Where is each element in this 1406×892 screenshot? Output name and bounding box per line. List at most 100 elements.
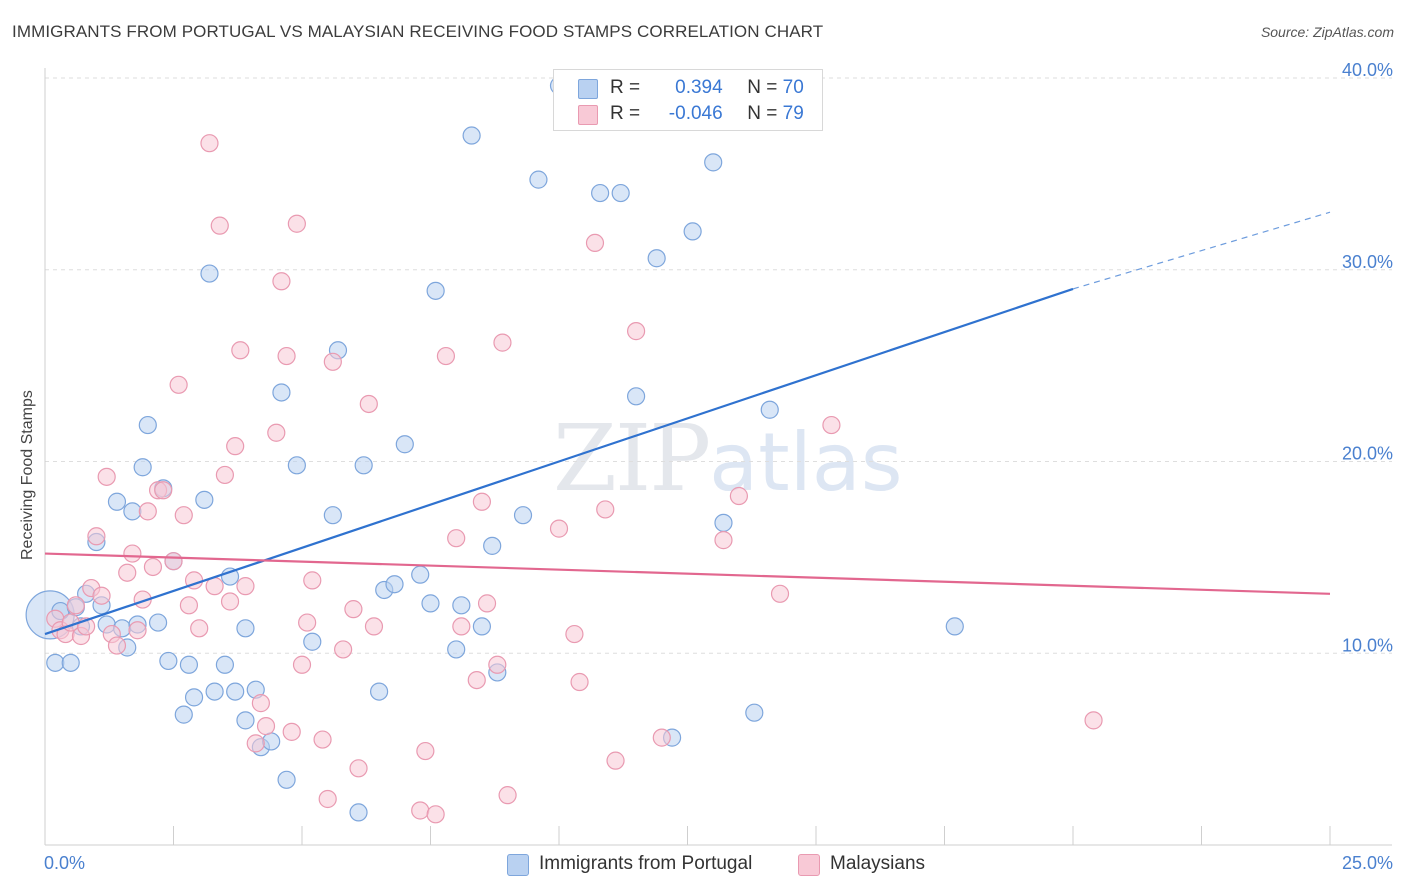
- portugal-point: [421, 594, 440, 613]
- malaysian-point: [231, 341, 250, 360]
- bottom-legend-swatch-portugal: [507, 854, 529, 876]
- malaysian-point: [87, 527, 106, 546]
- malaysian-point: [364, 617, 384, 636]
- portugal-point: [611, 183, 630, 203]
- portugal-point: [205, 682, 224, 701]
- portugal-point: [591, 183, 610, 203]
- malaysian-point: [128, 621, 147, 640]
- malaysian-point: [226, 437, 245, 456]
- portugal-point: [472, 617, 491, 636]
- legend-n-label: N =: [747, 77, 778, 98]
- portugal-point: [349, 803, 368, 822]
- portugal-point: [529, 170, 548, 189]
- bottom-legend-label-portugal: Immigrants from Portugal: [539, 853, 753, 874]
- trend-line-malaysians: [44, 552, 1331, 595]
- malaysian-point: [626, 322, 646, 341]
- malaysian-point: [267, 423, 286, 442]
- malaysian-point: [493, 333, 512, 352]
- malaysian-point: [565, 624, 584, 644]
- portugal-point: [303, 632, 322, 651]
- y-tick-label: 40.0%: [1342, 60, 1393, 80]
- malaysian-point: [246, 734, 265, 753]
- correlation-legend: R = 0.394 N = 70 R = -0.046 N = 79: [553, 69, 823, 131]
- portugal-point: [123, 502, 142, 521]
- portugal-point: [179, 655, 199, 674]
- malaysian-point: [298, 613, 317, 632]
- legend-r-label: R =: [610, 103, 641, 124]
- portugal-point: [159, 651, 178, 671]
- portugal-point: [195, 490, 214, 509]
- portugal-point: [215, 655, 234, 674]
- y-axis-label: Receiving Food Stamps: [19, 390, 36, 560]
- portugal-point: [745, 703, 764, 722]
- malaysian-point: [1084, 711, 1103, 730]
- malaysian-point: [277, 346, 296, 366]
- portugal-point: [236, 711, 255, 730]
- trend-layer: [44, 211, 1331, 636]
- portugal-point: [483, 536, 502, 555]
- x-tick-label: 0.0%: [44, 853, 85, 873]
- portugal-point: [354, 456, 373, 475]
- portugal-point: [133, 458, 152, 477]
- portugal-point: [647, 249, 666, 268]
- malaysian-point: [287, 214, 306, 233]
- malaysian-point: [498, 786, 517, 805]
- malaysian-point: [596, 500, 615, 519]
- malaysian-point: [822, 415, 841, 435]
- bottom-legend-swatch-malaysians: [798, 854, 820, 876]
- portugal-point: [107, 492, 127, 511]
- y-tick-label: 20.0%: [1342, 444, 1393, 464]
- malaysian-point: [97, 467, 116, 486]
- portugal-point: [452, 596, 471, 615]
- malaysian-point: [313, 730, 332, 749]
- series-portugal-points: [25, 76, 964, 822]
- bottom-legend-label-malaysians: Malaysians: [830, 853, 926, 874]
- malaysian-point: [256, 717, 276, 736]
- portugal-point: [462, 126, 481, 145]
- watermark-zip: ZIP: [553, 405, 711, 512]
- malaysian-point: [272, 272, 291, 291]
- portugal-point: [714, 513, 733, 532]
- portugal-point: [411, 565, 430, 584]
- malaysian-point: [477, 594, 497, 613]
- y-tick-label: 30.0%: [1342, 252, 1393, 272]
- legend-swatch-portugal: [578, 79, 598, 99]
- malaysian-point: [292, 655, 312, 674]
- malaysian-point: [164, 552, 183, 571]
- malaysian-point: [426, 805, 445, 824]
- legend-text-portugal: R = 0.394 N = 70: [610, 77, 804, 99]
- malaysian-point: [169, 375, 188, 394]
- malaysian-point: [143, 557, 163, 577]
- portugal-point: [447, 640, 466, 659]
- portugal-point: [277, 770, 296, 789]
- portugal-point: [385, 575, 404, 594]
- malaysian-point: [174, 506, 193, 525]
- watermark: ZIPatlas: [553, 405, 903, 512]
- portugal-point: [236, 619, 255, 638]
- legend-n-value-malaysians: 79: [782, 103, 804, 124]
- malaysian-point: [585, 233, 605, 253]
- malaysian-point: [770, 584, 790, 603]
- malaysian-point: [488, 655, 507, 674]
- chart-source: Source: ZipAtlas.com: [1260, 24, 1394, 40]
- malaysian-point: [215, 465, 234, 485]
- portugal-point: [323, 506, 342, 525]
- portugal-point: [945, 617, 964, 636]
- malaysian-point: [303, 571, 322, 590]
- malaysian-point: [344, 600, 363, 619]
- portugal-point: [626, 387, 646, 406]
- malaysian-point: [549, 519, 569, 538]
- legend-swatch-malaysians: [578, 105, 598, 125]
- portugal-point: [513, 506, 533, 525]
- malaysian-point: [467, 670, 486, 690]
- malaysian-point: [282, 722, 301, 741]
- malaysian-point: [323, 352, 342, 371]
- malaysian-point: [318, 789, 337, 809]
- malaysian-point: [452, 617, 471, 636]
- legend-n-value-portugal: 70: [782, 77, 804, 98]
- portugal-point: [395, 435, 414, 454]
- legend-r-label: R =: [610, 77, 641, 98]
- portugal-point: [683, 222, 702, 241]
- portugal-point: [184, 688, 204, 707]
- trend-line-portugal-extension: [1072, 211, 1331, 290]
